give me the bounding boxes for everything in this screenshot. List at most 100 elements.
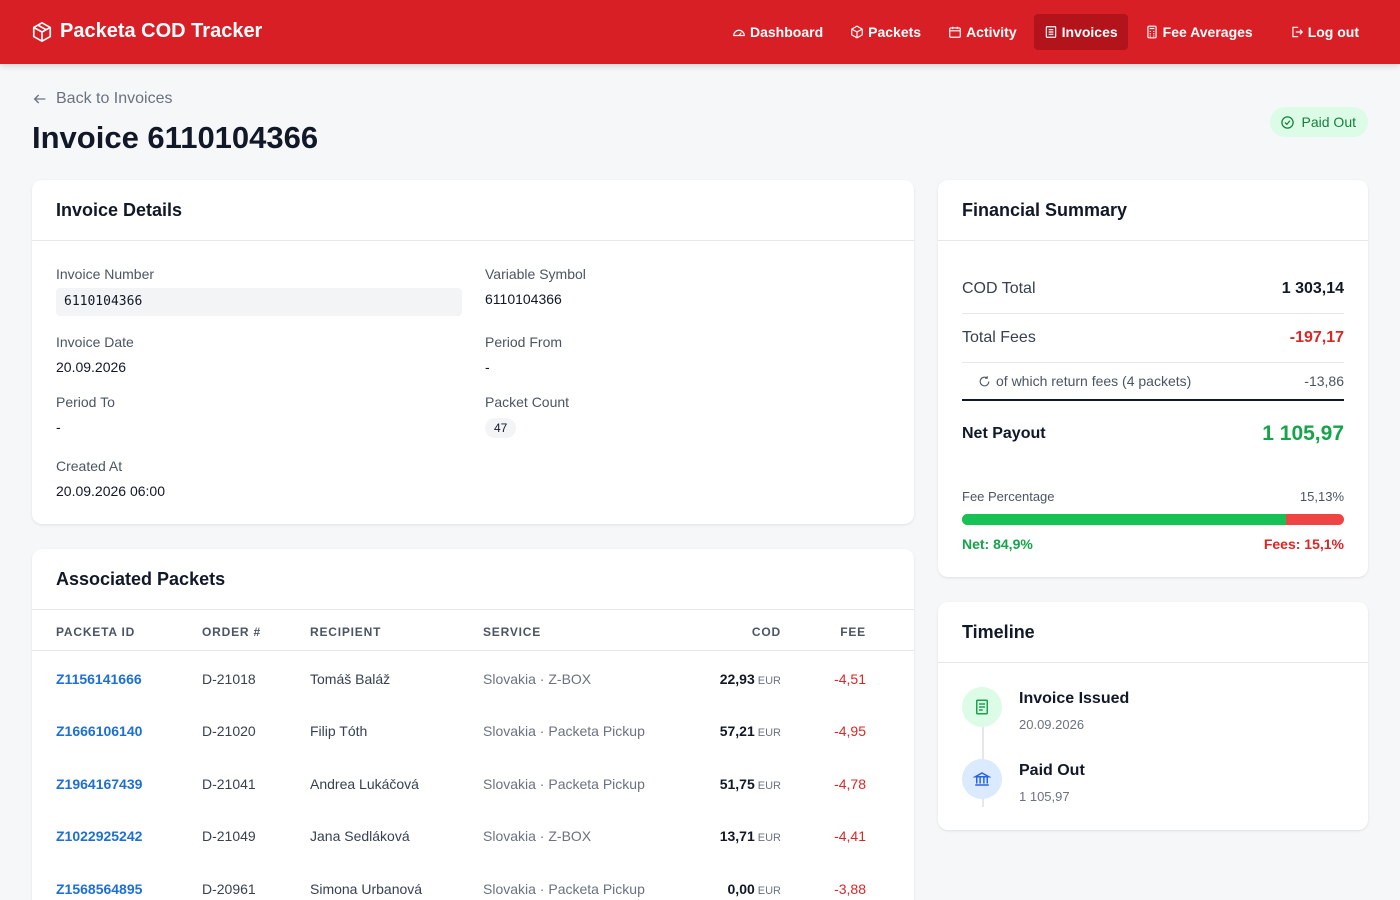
fee-split-bar xyxy=(962,514,1344,525)
cod-value: 57,21 xyxy=(719,723,755,739)
fee-amount: -4,41 xyxy=(834,828,866,844)
packet-id-link[interactable]: Z1964167439 xyxy=(56,776,143,792)
bank-icon xyxy=(973,772,991,786)
cod-amount: 13,71 EUR xyxy=(720,828,781,844)
brand[interactable]: Packeta COD Tracker xyxy=(31,20,262,43)
packet-id-link[interactable]: Z1156141666 xyxy=(56,671,142,687)
status-label: Paid Out xyxy=(1301,114,1356,130)
column-header-order[interactable]: ORDER # xyxy=(202,625,261,639)
financial-summary-card: Financial Summary COD Total 1 303,14 Tot… xyxy=(938,180,1368,577)
nav-fee-averages-label: Fee Averages xyxy=(1162,24,1253,40)
timeline-header: Timeline xyxy=(938,602,1368,663)
column-header-service[interactable]: SERVICE xyxy=(483,625,542,639)
order-number: D-21041 xyxy=(202,776,256,792)
packet-count-label: Packet Count xyxy=(485,394,570,410)
recipient: Filip Tóth xyxy=(310,723,368,739)
table-row[interactable]: Z1568564895 D-20961 Simona Urbanová Slov… xyxy=(32,862,914,900)
service: Slovakia · Z-BOX xyxy=(483,671,592,687)
period-from-field: Period From - xyxy=(485,334,562,375)
nav-dashboard-label: Dashboard xyxy=(750,24,824,40)
recipient: Simona Urbanová xyxy=(310,881,423,897)
timeline-event-title: Invoice Issued xyxy=(1019,690,1130,707)
recipient: Jana Sedláková xyxy=(310,828,410,844)
packet-id-link[interactable]: Z1022925242 xyxy=(56,828,143,844)
cod-value: 0,00 xyxy=(727,881,755,897)
package-icon xyxy=(32,21,52,42)
calendar-icon xyxy=(949,26,961,38)
document-icon xyxy=(976,699,988,715)
table-row[interactable]: Z1156141666 D-21018 Tomáš Baláž Slovakia… xyxy=(32,652,914,704)
share-legend-row: Net: 84,9% Fees: 15,1% xyxy=(962,535,1344,553)
packet-id-link[interactable]: Z1666106140 xyxy=(56,723,143,739)
table-row[interactable]: Z1666106140 D-21020 Filip Tóth Slovakia … xyxy=(32,704,914,756)
logout-label: Log out xyxy=(1307,24,1359,40)
created-at-field: Created At 20.09.2026 06:00 xyxy=(56,458,165,499)
timeline-event-title: Paid Out xyxy=(1019,762,1085,779)
invoice-date-field: Invoice Date 20.09.2026 xyxy=(56,334,134,375)
invoice-date-label: Invoice Date xyxy=(56,334,134,350)
nav-dashboard[interactable]: Dashboard xyxy=(722,14,833,50)
fee-percentage-row: Fee Percentage 15,13% xyxy=(962,487,1344,505)
net-payout-value: 1 105,97 xyxy=(1262,422,1344,445)
total-fees-row: Total Fees -197,17 xyxy=(962,327,1344,349)
back-to-invoices-link[interactable]: Back to Invoices xyxy=(32,90,173,108)
period-to-field: Period To - xyxy=(56,394,115,435)
nav-packets[interactable]: Packets xyxy=(840,14,931,50)
column-header-cod[interactable]: COD xyxy=(751,625,781,639)
period-from-value: - xyxy=(485,359,490,375)
calculator-icon xyxy=(1147,25,1157,39)
cod-total-value: 1 303,14 xyxy=(1281,280,1344,297)
cod-value: 51,75 xyxy=(719,776,755,792)
nav-packets-label: Packets xyxy=(868,24,922,40)
logout-button[interactable]: Log out xyxy=(1280,14,1369,50)
order-number: D-21049 xyxy=(202,828,256,844)
divider xyxy=(962,362,1344,363)
refresh-icon xyxy=(979,375,990,386)
column-header-recipient[interactable]: RECIPIENT xyxy=(310,625,382,639)
column-header-fee[interactable]: FEE xyxy=(840,625,866,639)
service: Slovakia · Packeta Pickup xyxy=(483,776,645,792)
check-circle-icon xyxy=(1280,115,1294,129)
created-at-label: Created At xyxy=(56,458,123,474)
cod-amount: 0,00 EUR xyxy=(728,881,781,897)
net-share-label: Net: 84,9% xyxy=(962,536,1033,552)
recipient: Andrea Lukáčová xyxy=(310,776,419,792)
app-title: Packeta COD Tracker xyxy=(60,20,263,42)
cod-total-row: COD Total 1 303,14 xyxy=(962,278,1344,300)
invoice-details-card: Invoice Details Invoice Number 611010436… xyxy=(32,180,914,524)
column-header-packeta-id[interactable]: PACKETA ID xyxy=(56,625,136,639)
fee-percentage-label: Fee Percentage xyxy=(962,488,1055,504)
table-row[interactable]: Z1022925242 D-21049 Jana Sedláková Slova… xyxy=(32,809,914,861)
order-number: D-21020 xyxy=(202,723,256,739)
total-fees-label: Total Fees xyxy=(962,329,1036,346)
nav-fee-averages[interactable]: Fee Averages xyxy=(1135,14,1263,50)
cod-amount: 57,21 EUR xyxy=(720,723,781,739)
nav-activity[interactable]: Activity xyxy=(938,14,1027,50)
timeline-dot-paid xyxy=(962,759,1002,799)
packet-id-link[interactable]: Z1568564895 xyxy=(56,881,143,897)
service: Slovakia · Packeta Pickup xyxy=(483,881,645,897)
net-payout-row: Net Payout 1 105,97 xyxy=(962,421,1344,447)
invoice-details-header: Invoice Details xyxy=(32,180,914,241)
status-badge: Paid Out xyxy=(1269,107,1368,137)
cod-currency: EUR xyxy=(757,832,781,844)
top-navbar: Packeta COD Tracker Dashboard Packets Ac… xyxy=(0,0,1400,64)
fee-percentage-value: 15,13% xyxy=(1299,488,1344,504)
cod-value: 22,93 xyxy=(719,671,755,687)
invoice-date-value: 20.09.2026 xyxy=(56,359,127,375)
main-nav: Dashboard Packets Activity Invoices Fee … xyxy=(715,14,1369,50)
fee-amount: -4,51 xyxy=(834,671,866,687)
cod-currency: EUR xyxy=(757,727,781,739)
associated-packets-card: Associated Packets PACKETA ID ORDER # RE… xyxy=(32,549,914,900)
associated-packets-header: Associated Packets xyxy=(32,549,914,610)
invoice-number-label: Invoice Number xyxy=(56,266,155,282)
return-fees-label-wrap: of which return fees (4 packets) xyxy=(962,373,1191,389)
net-payout-label: Net Payout xyxy=(962,425,1046,442)
financial-summary-header: Financial Summary xyxy=(938,180,1368,241)
total-fees-value: -197,17 xyxy=(1289,329,1344,346)
cod-amount: 22,93 EUR xyxy=(720,671,781,687)
net-share-fill xyxy=(962,514,1287,525)
nav-invoices[interactable]: Invoices xyxy=(1033,14,1128,50)
order-number: D-20961 xyxy=(202,881,256,897)
table-row[interactable]: Z1964167439 D-21041 Andrea Lukáčová Slov… xyxy=(32,757,914,809)
